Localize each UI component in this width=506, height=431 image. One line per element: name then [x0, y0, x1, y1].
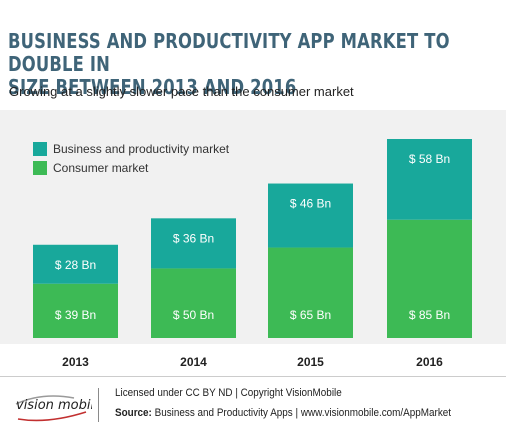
source-line: Source: Business and Productivity Apps |… — [115, 407, 451, 419]
bar-business-2014 — [151, 218, 236, 269]
data-label-consumer-2014: $ 50 Bn — [173, 308, 214, 322]
category-label-2016: 2016 — [416, 355, 443, 369]
bar-consumer-2014 — [151, 268, 236, 338]
source-text: Business and Productivity Apps | www.vis… — [154, 407, 452, 419]
data-label-consumer-2015: $ 65 Bn — [290, 308, 331, 322]
category-label-2013: 2013 — [62, 355, 89, 369]
data-label-consumer-2013: $ 39 Bn — [55, 308, 96, 322]
bar-business-2016 — [387, 139, 472, 220]
chart-title: BUSINESS AND PRODUCTIVITY APP MARKET TO … — [8, 30, 496, 99]
bar-consumer-2015 — [268, 247, 353, 338]
bar-consumer-2016 — [387, 219, 472, 338]
legend-swatch-consumer — [33, 161, 47, 175]
data-label-business-2015: $ 46 Bn — [290, 197, 331, 211]
legend-label-business: Business and productivity market — [53, 142, 230, 156]
data-label-business-2014: $ 36 Bn — [173, 231, 214, 245]
data-label-business-2013: $ 28 Bn — [55, 258, 96, 272]
bar-business-2013 — [33, 244, 118, 284]
chart-title-line-1: BUSINESS AND PRODUCTIVITY APP MARKET TO … — [8, 29, 450, 76]
bar-consumer-2013 — [33, 283, 118, 338]
footer-divider — [0, 376, 506, 377]
logo-word-vision: vision mobile — [16, 398, 92, 413]
category-label-2015: 2015 — [297, 355, 324, 369]
chart-title-line-2: SIZE BETWEEN 2013 AND 2016 — [8, 75, 297, 99]
footer-vertical-divider — [98, 388, 99, 422]
visionmobile-logo: vision mobile — [15, 395, 92, 422]
chart-subtitle: Growing at a slightly slower pace than t… — [9, 84, 354, 99]
data-label-consumer-2016: $ 85 Bn — [409, 308, 450, 322]
data-label-business-2016: $ 58 Bn — [409, 152, 450, 166]
source-label: Source: — [115, 407, 152, 419]
bar-business-2015 — [268, 183, 353, 248]
legend-swatch-business — [33, 142, 47, 156]
category-label-2014: 2014 — [180, 355, 207, 369]
license-text: Licensed under CC BY ND | Copyright Visi… — [115, 387, 342, 399]
legend-label-consumer: Consumer market — [53, 161, 149, 175]
